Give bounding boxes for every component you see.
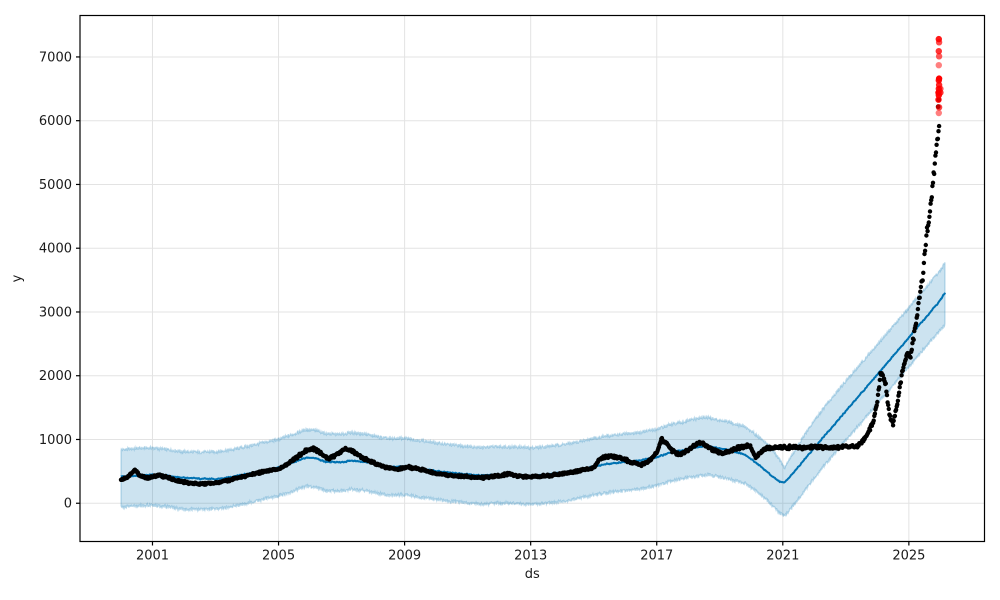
y-tick-label: 4000 xyxy=(39,242,72,257)
anomaly-points xyxy=(935,35,944,117)
axes-frame: 2001 2005 2009 2013 2017 2021 2025 0 1000 2000 300… xyxy=(39,14,986,564)
x-tick-label: 2013 xyxy=(514,549,547,564)
y-tick-label: 2000 xyxy=(39,369,72,384)
x-tick-label: 2021 xyxy=(766,549,799,564)
x-axis-label: ds xyxy=(525,567,540,582)
y-axis-label: y xyxy=(10,274,25,282)
x-tick-label: 2025 xyxy=(892,549,925,564)
observed-points xyxy=(118,90,942,487)
x-tick-label: 2009 xyxy=(388,549,421,564)
y-tick-label: 0 xyxy=(64,497,72,512)
y-tick-label: 6000 xyxy=(39,114,72,129)
x-tick-label: 2017 xyxy=(640,549,673,564)
gridlines xyxy=(80,15,985,542)
y-tick-label: 1000 xyxy=(39,433,72,448)
y-tick-label: 3000 xyxy=(39,305,72,320)
x-tick-label: 2005 xyxy=(262,549,295,564)
x-tick-label: 2001 xyxy=(136,549,169,564)
y-tick-label: 5000 xyxy=(39,178,72,193)
y-tick-label: 7000 xyxy=(39,50,72,65)
